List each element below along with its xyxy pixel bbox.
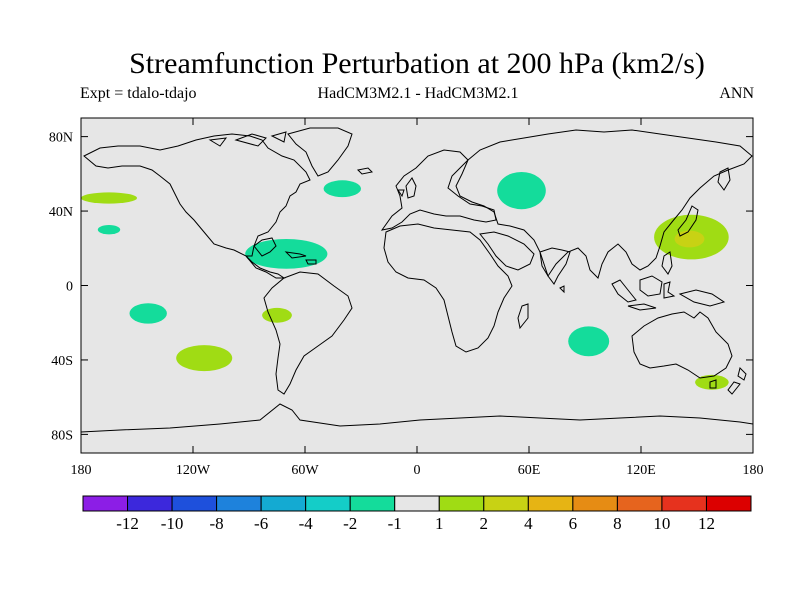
coastline-japan — [677, 205, 699, 237]
coastline-sulawesi — [663, 281, 676, 299]
colorbar-label: 4 — [524, 514, 533, 533]
colorbar-label: -2 — [343, 514, 357, 533]
colorbar-swatch — [305, 495, 351, 512]
coastline-india — [539, 247, 571, 285]
x-axis-labels: 180 120W 60W 0 60E 120E 180 — [71, 463, 764, 478]
colorbar-swatch — [127, 495, 173, 512]
colorbar-label: -8 — [210, 514, 224, 533]
coastline-central-america — [245, 255, 286, 279]
coastline-north-america — [83, 133, 311, 257]
colorbar-swatch — [82, 495, 129, 512]
experiment-label: Expt = tdalo-tdajo — [80, 85, 197, 102]
coastline-borneo — [639, 275, 663, 297]
x-tick-label: 180 — [71, 463, 92, 478]
colorbar-label: 1 — [435, 514, 444, 533]
colorbar-swatch — [616, 495, 663, 512]
anomaly-region-southeast-pacific — [176, 345, 233, 372]
coastline-java — [627, 303, 657, 311]
x-tick-label: 120E — [626, 463, 656, 478]
coastline-greenland — [287, 127, 353, 177]
model-label: HadCM3M2.1 - HadCM3M2.1 — [317, 85, 519, 102]
coastline-kamchatka — [717, 167, 731, 191]
x-tick-label: 60W — [291, 463, 319, 478]
coastline-arctic-islands — [208, 131, 287, 147]
season-label: ANN — [719, 85, 754, 102]
colorbar-swatch — [572, 495, 618, 512]
coastline-iceland — [356, 167, 374, 175]
map-background — [81, 118, 753, 453]
coastline-australia — [631, 311, 733, 379]
colorbar-swatch — [661, 495, 707, 512]
colorbar-swatch — [260, 495, 307, 512]
coastline-arabia — [479, 231, 535, 271]
coastline-antarctica — [81, 403, 753, 433]
colorbar-label: -6 — [254, 514, 268, 533]
colorbar-swatch — [216, 495, 262, 512]
colorbar-label: 8 — [613, 514, 622, 533]
coastline-britain — [397, 177, 417, 199]
coastline-sri-lanka — [559, 285, 565, 294]
y-tick-label: 0 — [66, 280, 73, 295]
coastline-africa — [383, 223, 513, 353]
colorbar-swatch — [483, 495, 529, 512]
colorbar-label: 6 — [569, 514, 578, 533]
y-tick-label: 80S — [51, 428, 73, 443]
colorbar-label: 10 — [653, 514, 670, 533]
x-tick-label: 60E — [518, 463, 541, 478]
colorbar — [82, 495, 752, 512]
plot-title: Streamfunction Perturbation at 200 hPa (… — [129, 47, 705, 80]
x-tick-label: 120W — [176, 463, 211, 478]
coastline-new-guinea — [678, 289, 726, 307]
anomaly-region-south-america — [262, 307, 292, 323]
y-axis-labels: 80N 40N 0 40S 80S — [49, 131, 73, 444]
coastline-new-zealand — [727, 367, 747, 395]
axis-ticks — [80, 118, 754, 453]
x-tick-label: 0 — [414, 463, 421, 478]
anomaly-region-tasman-sea — [695, 374, 729, 390]
coastline-caribbean — [284, 251, 317, 265]
y-tick-label: 40S — [51, 354, 73, 369]
coastline-philippines — [661, 251, 673, 275]
colorbar-swatch — [705, 495, 752, 512]
colorbar-swatch — [438, 495, 485, 512]
coastline-asia — [455, 129, 753, 279]
anomaly-layer — [81, 172, 729, 390]
colorbar-label: -12 — [116, 514, 139, 533]
coastline-madagascar — [517, 303, 529, 330]
coastline-layer — [81, 127, 753, 433]
anomaly-region-south-pacific — [129, 303, 167, 324]
colorbar-label: -4 — [299, 514, 314, 533]
colorbar-swatch — [394, 495, 440, 512]
coastline-tasmania — [709, 379, 717, 389]
coastline-gulf-mexico — [253, 237, 277, 257]
anomaly-region-north-pacific-east — [81, 192, 137, 204]
coastline-europe — [380, 149, 497, 231]
colorbar-swatch — [349, 495, 396, 512]
anomaly-region-north-atlantic — [323, 180, 361, 198]
coastline-south-america — [263, 271, 353, 395]
colorbar-swatch — [171, 495, 218, 512]
anomaly-region-central-asia — [497, 172, 546, 210]
colorbar-label: 2 — [480, 514, 489, 533]
anomaly-region-indian-ocean — [568, 326, 610, 357]
anomaly-region-subtropical-pacific — [97, 225, 121, 235]
colorbar-swatch — [527, 495, 574, 512]
y-tick-label: 40N — [49, 205, 73, 220]
y-tick-label: 80N — [49, 131, 73, 146]
colorbar-label: 12 — [698, 514, 715, 533]
colorbar-label: -1 — [388, 514, 402, 533]
colorbar-label: -10 — [161, 514, 184, 533]
x-tick-label: 180 — [743, 463, 764, 478]
colorbar-labels: -12 -10 -8 -6 -4 -2 -1 1 2 4 6 8 10 12 — [116, 514, 715, 533]
coastline-sumatra — [611, 279, 637, 303]
